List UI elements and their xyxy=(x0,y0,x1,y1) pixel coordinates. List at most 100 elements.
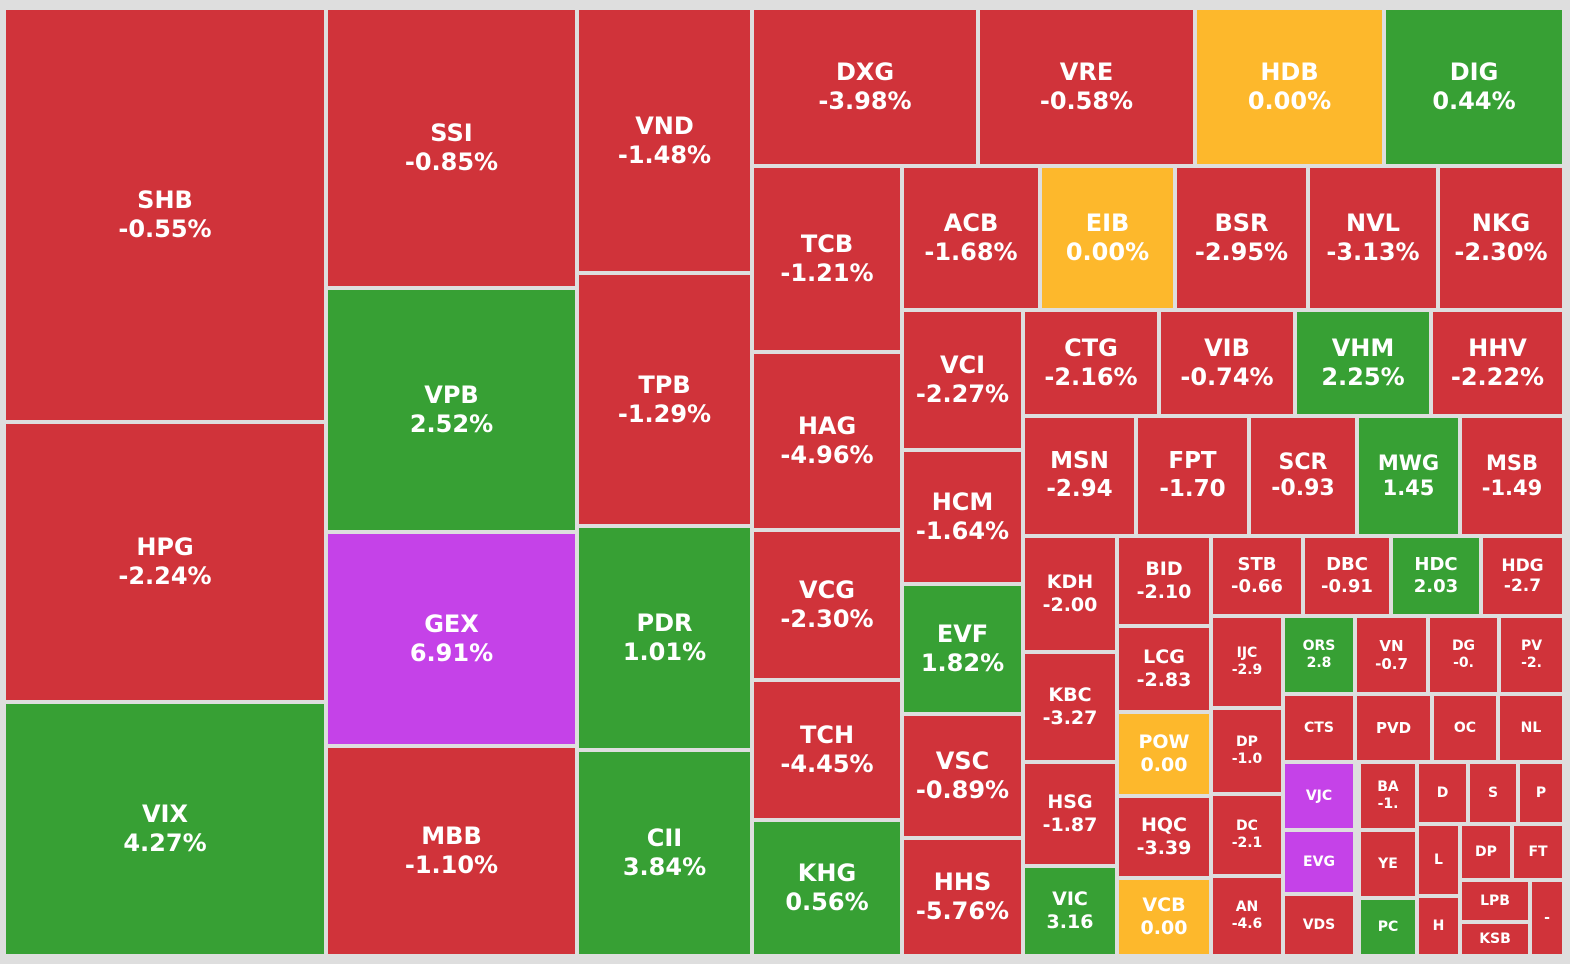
tile-change: 2.03 xyxy=(1413,576,1459,597)
tile-dg-58[interactable]: DG -0. xyxy=(1428,616,1499,694)
tile-khg-19[interactable]: KHG 0.56% xyxy=(752,820,902,956)
tile-kdh-39[interactable]: KDH -2.00 xyxy=(1023,536,1117,652)
tile-symbol: FT xyxy=(1528,843,1548,860)
tile-ijc-52[interactable]: IJC -2.9 xyxy=(1211,616,1283,708)
tile-gex-5[interactable]: GEX 6.91% xyxy=(326,532,577,746)
tile-bid-43[interactable]: BID -2.10 xyxy=(1117,536,1211,626)
tile-change: 0.00% xyxy=(1065,238,1150,266)
tile-hpg-1[interactable]: HPG -2.24% xyxy=(4,422,326,702)
tile-hdc-50[interactable]: HDC 2.03 xyxy=(1391,536,1481,616)
tile-l-73[interactable]: L xyxy=(1417,824,1460,896)
tile-vsc-28[interactable]: VSC -0.89% xyxy=(902,714,1023,838)
tile-nl-63[interactable]: NL xyxy=(1498,694,1564,762)
tile-hqc-46[interactable]: HQC -3.39 xyxy=(1117,796,1211,878)
tile-hhs-29[interactable]: HHS -5.76% xyxy=(902,838,1023,956)
tile-ba-67[interactable]: BA -1. xyxy=(1359,762,1417,830)
tile-lpb-77[interactable]: LPB xyxy=(1460,880,1530,922)
tile-symbol: AN xyxy=(1235,899,1259,916)
tile-p-72[interactable]: P xyxy=(1518,762,1564,824)
tile-symbol: DP xyxy=(1475,843,1497,860)
tile-vix-2[interactable]: VIX 4.27% xyxy=(4,702,326,956)
tile-bsr-22[interactable]: BSR -2.95% xyxy=(1175,166,1308,310)
tile-ors-56[interactable]: ORS 2.8 xyxy=(1283,616,1355,694)
tile-vn-57[interactable]: VN -0.7 xyxy=(1355,616,1428,694)
tile-change: 2.25% xyxy=(1321,363,1405,391)
tile-h-74[interactable]: H xyxy=(1417,896,1460,956)
tile-vnd-7[interactable]: VND -1.48% xyxy=(577,8,752,273)
tile-tch-18[interactable]: TCH -4.45% xyxy=(752,680,902,820)
tile-dbc-49[interactable]: DBC -0.91 xyxy=(1303,536,1391,616)
tile-d-70[interactable]: D xyxy=(1417,762,1468,824)
tile-an-55[interactable]: AN -4.6 xyxy=(1211,876,1283,956)
tile-fpt-35[interactable]: FPT -1.70 xyxy=(1136,416,1249,536)
tile-pvd-61[interactable]: PVD xyxy=(1355,694,1432,762)
tile-cts-60[interactable]: CTS xyxy=(1283,694,1355,762)
tile-change: 4.27% xyxy=(123,829,207,857)
tile-vci-25[interactable]: VCI -2.27% xyxy=(902,310,1023,450)
tile-tcb-15[interactable]: TCB -1.21% xyxy=(752,166,902,352)
tile-evf-27[interactable]: EVF 1.82% xyxy=(902,584,1023,714)
tile-vds-66[interactable]: VDS xyxy=(1283,894,1355,956)
tile-oc-62[interactable]: OC xyxy=(1432,694,1498,762)
tile-vhm-32[interactable]: VHM 2.25% xyxy=(1295,310,1431,416)
tile-pc-69[interactable]: PC xyxy=(1359,898,1417,956)
tile-dig-14[interactable]: DIG 0.44% xyxy=(1384,8,1564,166)
tile-ksb-78[interactable]: KSB xyxy=(1460,922,1530,956)
tile-evg-65[interactable]: EVG xyxy=(1283,830,1355,894)
tile-hdb-13[interactable]: HDB 0.00% xyxy=(1195,8,1384,166)
tile-msn-34[interactable]: MSN -2.94 xyxy=(1023,416,1136,536)
tile-change: -2.22% xyxy=(1450,363,1545,391)
tile-symbol: VIX xyxy=(141,800,188,829)
tile-mbb-6[interactable]: MBB -1.10% xyxy=(326,746,577,956)
tile-vib-31[interactable]: VIB -0.74% xyxy=(1159,310,1295,416)
tile-kbc-40[interactable]: KBC -3.27 xyxy=(1023,652,1117,762)
tile-change: 0.00 xyxy=(1140,917,1188,939)
tile--79[interactable]: - xyxy=(1530,880,1564,956)
tile-pow-45[interactable]: POW 0.00 xyxy=(1117,712,1211,796)
tile-tpb-8[interactable]: TPB -1.29% xyxy=(577,273,752,526)
tile-symbol: MWG xyxy=(1377,450,1440,475)
tile-change: -2.30% xyxy=(1454,238,1548,266)
tile-vre-12[interactable]: VRE -0.58% xyxy=(978,8,1195,166)
tile-acb-20[interactable]: ACB -1.68% xyxy=(902,166,1040,310)
tile-vpb-4[interactable]: VPB 2.52% xyxy=(326,288,577,532)
tile-hag-16[interactable]: HAG -4.96% xyxy=(752,352,902,530)
tile-dc-54[interactable]: DC -2.1 xyxy=(1211,794,1283,876)
tile-msb-38[interactable]: MSB -1.49 xyxy=(1460,416,1564,536)
tile-s-71[interactable]: S xyxy=(1468,762,1518,824)
tile-lcg-44[interactable]: LCG -2.83 xyxy=(1117,626,1211,712)
tile-symbol: HHS xyxy=(933,868,992,897)
tile-vcb-47[interactable]: VCB 0.00 xyxy=(1117,878,1211,956)
tile-change: -0. xyxy=(1453,655,1474,671)
tile-ye-68[interactable]: YE xyxy=(1359,830,1417,898)
tile-dp-75[interactable]: DP xyxy=(1460,824,1512,880)
tile-symbol: FPT xyxy=(1168,448,1217,475)
tile-vic-42[interactable]: VIC 3.16 xyxy=(1023,866,1117,956)
tile-mwg-37[interactable]: MWG 1.45 xyxy=(1357,416,1460,536)
tile-dxg-11[interactable]: DXG -3.98% xyxy=(752,8,978,166)
tile-dp-53[interactable]: DP -1.0 xyxy=(1211,708,1283,794)
tile-change: -0.91 xyxy=(1321,576,1373,597)
tile-shb-0[interactable]: SHB -0.55% xyxy=(4,8,326,422)
tile-stb-48[interactable]: STB -0.66 xyxy=(1211,536,1303,616)
tile-eib-21[interactable]: EIB 0.00% xyxy=(1040,166,1175,310)
tile-hsg-41[interactable]: HSG -1.87 xyxy=(1023,762,1117,866)
tile-vcg-17[interactable]: VCG -2.30% xyxy=(752,530,902,680)
tile-vjc-64[interactable]: VJC xyxy=(1283,762,1355,830)
tile-hcm-26[interactable]: HCM -1.64% xyxy=(902,450,1023,584)
tile-change: -0.85% xyxy=(404,148,499,176)
tile-pv-59[interactable]: PV -2. xyxy=(1499,616,1564,694)
tile-hhv-33[interactable]: HHV -2.22% xyxy=(1431,310,1564,416)
tile-nvl-23[interactable]: NVL -3.13% xyxy=(1308,166,1438,310)
tile-ssi-3[interactable]: SSI -0.85% xyxy=(326,8,577,288)
tile-symbol: H xyxy=(1432,917,1445,934)
tile-ctg-30[interactable]: CTG -2.16% xyxy=(1023,310,1159,416)
tile-ft-76[interactable]: FT xyxy=(1512,824,1564,880)
tile-change: -4.6 xyxy=(1231,916,1263,932)
tile-pdr-9[interactable]: PDR 1.01% xyxy=(577,526,752,750)
tile-symbol: SHB xyxy=(137,186,193,215)
tile-hdg-51[interactable]: HDG -2.7 xyxy=(1481,536,1564,616)
tile-nkg-24[interactable]: NKG -2.30% xyxy=(1438,166,1564,310)
tile-scr-36[interactable]: SCR -0.93 xyxy=(1249,416,1357,536)
tile-cii-10[interactable]: CII 3.84% xyxy=(577,750,752,956)
